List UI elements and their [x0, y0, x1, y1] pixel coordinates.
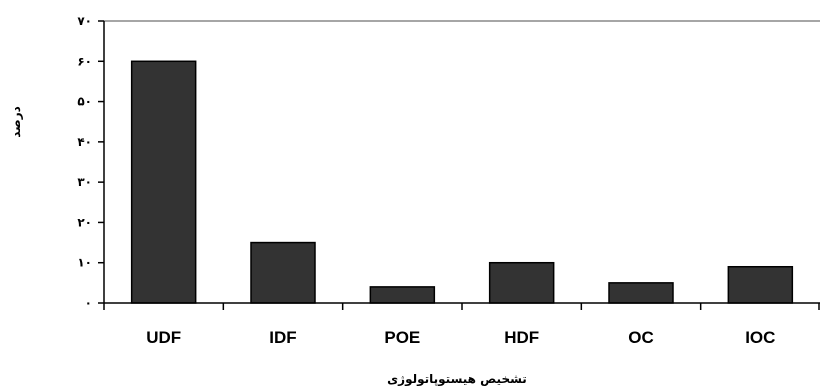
x-category-label: UDF	[146, 328, 181, 347]
x-category-label: OC	[628, 328, 654, 347]
bar-ioc	[727, 265, 794, 304]
y-tick-label: ۶۰	[77, 54, 92, 68]
y-axis-title: درصد	[9, 106, 23, 138]
bar-poe	[369, 286, 436, 304]
x-category-label: IDF	[269, 328, 296, 347]
x-category-label: POE	[384, 328, 420, 347]
bar-hdf	[488, 261, 555, 304]
y-tick-label: ۷۰	[77, 14, 92, 28]
bar-udf	[130, 60, 197, 304]
y-tick-label: ۲۰	[77, 215, 92, 229]
bar-oc	[608, 282, 674, 304]
y-tick-label: ۴۰	[77, 135, 92, 149]
y-tick-label: ۵۰	[77, 95, 92, 109]
y-tick-label: ۰	[85, 296, 92, 310]
y-tick-label: ۱۰	[77, 256, 92, 270]
x-category-label: IOC	[745, 328, 775, 347]
x-axis-title: تشخیص هیستوپاتولوژی	[387, 372, 527, 387]
y-tick-label: ۳۰	[77, 175, 92, 189]
bar-idf	[250, 241, 316, 304]
x-category-label: HDF	[504, 328, 539, 347]
